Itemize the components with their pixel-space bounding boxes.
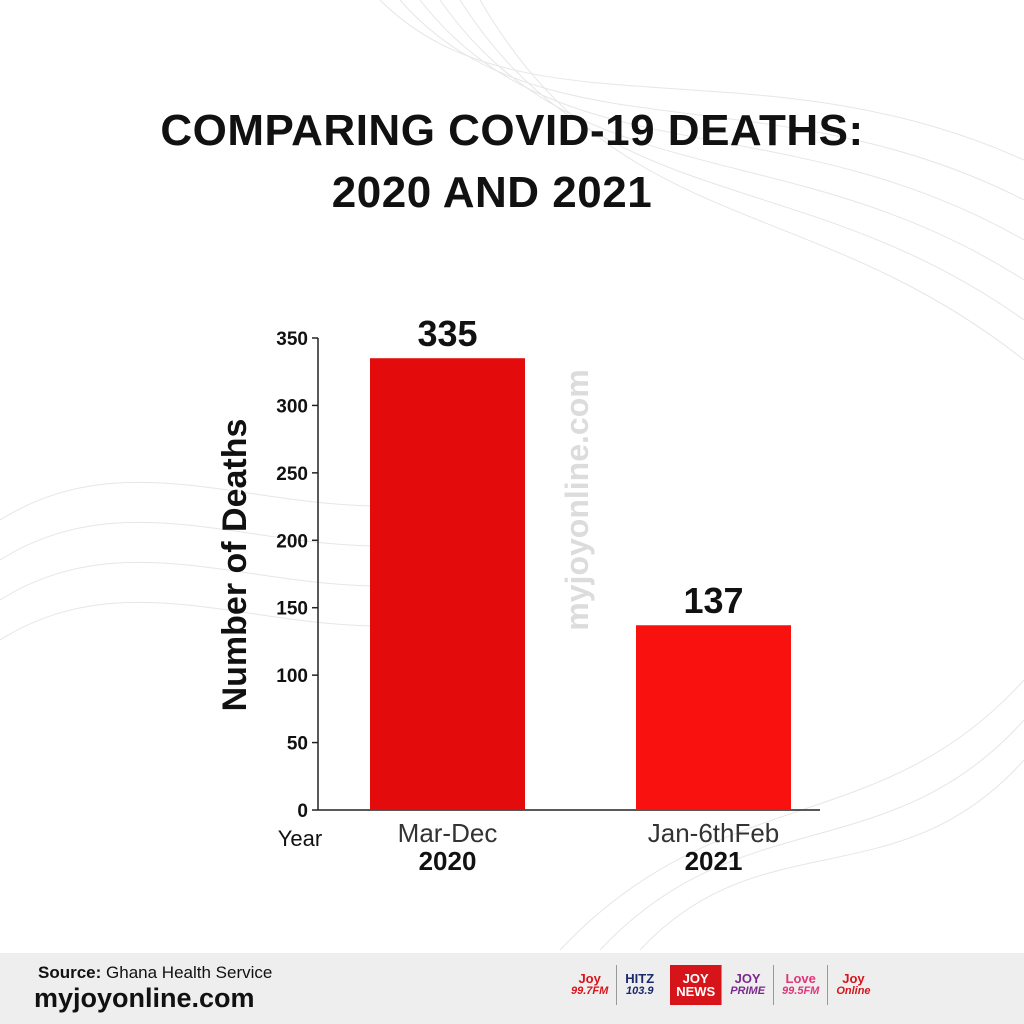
y-tick-label: 100: [276, 666, 308, 687]
joy-online-logo: Joy Online: [827, 965, 878, 1005]
x-axis-label: Year: [278, 826, 322, 851]
x-category-label: Mar-Dec: [398, 818, 498, 848]
y-tick-label: 150: [276, 599, 308, 620]
y-tick-label: 50: [287, 734, 308, 755]
bar: [370, 358, 525, 810]
source-line: Source: Ghana Health Service: [38, 963, 272, 983]
background-wave-pattern: [0, 0, 1024, 950]
brand-logos: Joy 99.7FM HITZ 103.9 JOY NEWS JOY PRIME…: [563, 965, 879, 1005]
title-line-1: COMPARING COVID-19 DEATHS:: [160, 106, 864, 155]
site-name: myjoyonline.com: [34, 983, 255, 1013]
x-category-label: Jan-6thFeb: [648, 818, 780, 848]
footer: Source: Ghana Health Service myjoyonline…: [0, 953, 1024, 1024]
y-tick-label: 250: [276, 464, 308, 485]
y-axis-label: Number of Deaths: [216, 419, 254, 712]
joy-news-logo: JOY NEWS: [670, 965, 722, 1005]
data-label: 137: [683, 580, 743, 621]
joy-prime-logo: JOY PRIME: [721, 965, 773, 1005]
y-axis-ticks: 0 50 100 150 200 250 300 350: [276, 329, 318, 822]
x-year-label: 2020: [419, 846, 477, 876]
data-label: 335: [417, 313, 477, 354]
y-tick-label: 0: [297, 801, 308, 822]
y-tick-label: 300: [276, 396, 308, 417]
page-title: COMPARING COVID-19 DEATHS: 2020 AND 2021: [0, 100, 1024, 224]
source-label: Source:: [38, 963, 102, 982]
watermark: myjoyonline.com: [559, 369, 595, 630]
y-tick-label: 350: [276, 329, 308, 350]
source-value: Ghana Health Service: [106, 963, 273, 982]
y-tick-label: 200: [276, 531, 308, 552]
x-year-label: 2021: [685, 846, 743, 876]
joy-fm-logo: Joy 99.7FM: [571, 971, 609, 997]
hitz-fm-logo: HITZ 103.9: [616, 965, 662, 1005]
title-line-2: 2020 AND 2021: [331, 168, 653, 217]
bar: [636, 625, 791, 810]
adom-love-logo: Love 99.5FM: [773, 965, 827, 1005]
